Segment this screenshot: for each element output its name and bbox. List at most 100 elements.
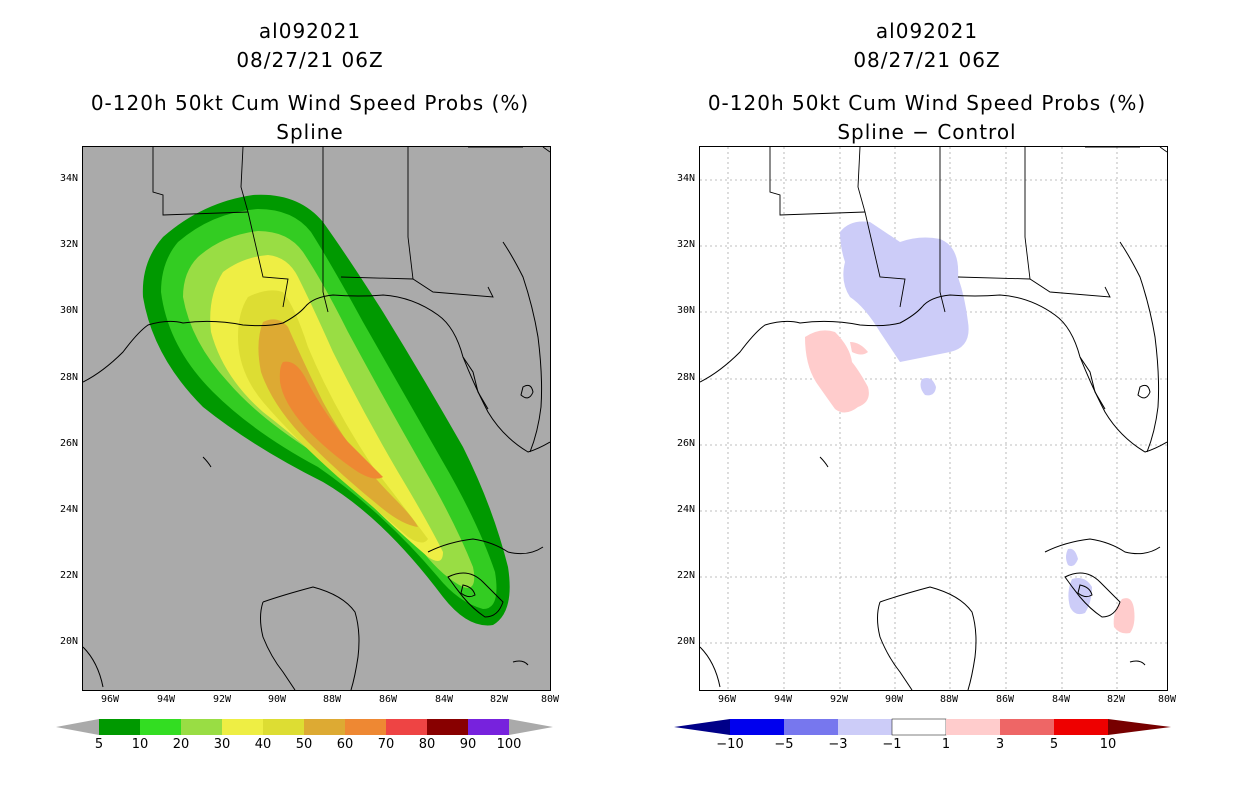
state-borders-right <box>769 147 1167 313</box>
right-cb-low-arrow <box>674 719 730 735</box>
state-borders <box>152 147 550 313</box>
left-cb-label-10: 10 <box>131 737 149 752</box>
right-lat-30: 30N <box>676 305 695 316</box>
left-lon-88: 88W <box>322 694 342 705</box>
right-cb-p3 <box>1000 719 1054 735</box>
right-lat-26: 26N <box>676 438 695 449</box>
right-lon-90: 90W <box>884 694 904 705</box>
right-lon-96: 96W <box>717 694 737 705</box>
left-cb-label-100: 100 <box>496 737 522 752</box>
right-lon-84: 84W <box>1051 694 1071 705</box>
right-storm-id: al092021 <box>875 19 979 43</box>
right-cb-label-n1: −1 <box>882 737 902 752</box>
right-cb-n3 <box>838 719 892 735</box>
right-lat-24: 24N <box>676 504 695 515</box>
coastline-right <box>700 241 1167 690</box>
negative-diff-cuba-1 <box>1066 548 1078 567</box>
right-cb-label-n10: −10 <box>716 737 744 752</box>
negative-diff-region <box>840 221 969 362</box>
left-lon-94: 94W <box>156 694 176 705</box>
left-cb-40 <box>263 719 304 735</box>
left-lon-84: 84W <box>434 694 454 705</box>
left-lon-80: 80W <box>540 694 560 705</box>
positive-diff-east <box>1113 598 1135 634</box>
left-cb-label-90: 90 <box>459 737 477 752</box>
right-lon-94: 94W <box>773 694 793 705</box>
left-cb-label-50: 50 <box>295 737 313 752</box>
right-lat-20: 20N <box>676 636 695 647</box>
right-cb-n1 <box>891 718 947 736</box>
left-cb-label-60: 60 <box>336 737 354 752</box>
left-cb-60 <box>345 719 386 735</box>
right-cb-label-n5: −5 <box>774 737 794 752</box>
left-lon-92: 92W <box>212 694 232 705</box>
left-map-svg <box>83 147 550 690</box>
left-lon-90: 90W <box>267 694 287 705</box>
left-cb-label-40: 40 <box>254 737 272 752</box>
left-cb-label-80: 80 <box>418 737 436 752</box>
left-lat-24: 24N <box>59 504 78 515</box>
left-lat-22: 22N <box>59 570 78 581</box>
negative-diff-small-1 <box>920 378 936 396</box>
left-lat-20: 20N <box>59 636 78 647</box>
left-cb-70 <box>386 719 427 735</box>
left-colorbar-low-arrow <box>56 719 99 735</box>
right-lat-32: 32N <box>676 239 695 250</box>
left-lat-28: 28N <box>59 372 78 383</box>
positive-diff-small <box>850 342 868 355</box>
left-storm-id: al092021 <box>258 19 362 43</box>
right-cb-label-n3: −3 <box>828 737 848 752</box>
left-colorbar-high-arrow <box>509 719 553 735</box>
right-cb-high-arrow <box>1108 719 1171 735</box>
right-datetime: 08/27/21 06Z <box>853 48 1001 72</box>
grid-lines <box>700 147 1167 690</box>
left-lon-82: 82W <box>489 694 509 705</box>
right-cb-label-p3: 3 <box>995 737 1005 752</box>
left-lat-32: 32N <box>59 239 78 250</box>
left-cb-50 <box>304 719 345 735</box>
right-lon-88: 88W <box>939 694 959 705</box>
right-cb-p5 <box>1054 719 1108 735</box>
left-cb-label-70: 70 <box>377 737 395 752</box>
left-lon-86: 86W <box>378 694 398 705</box>
right-lon-92: 92W <box>829 694 849 705</box>
right-cb-label-p5: 5 <box>1049 737 1059 752</box>
right-subtitle: Spline − Control <box>837 120 1017 144</box>
right-lat-34: 34N <box>676 173 695 184</box>
left-product-title: 0-120h 50kt Cum Wind Speed Probs (%) <box>90 91 530 115</box>
left-probability-map <box>82 146 551 691</box>
left-cb-5 <box>99 719 140 735</box>
left-lat-34: 34N <box>59 173 78 184</box>
contour-60 <box>279 361 383 479</box>
right-map-svg <box>700 147 1167 690</box>
right-lon-82: 82W <box>1106 694 1126 705</box>
right-product-title: 0-120h 50kt Cum Wind Speed Probs (%) <box>707 91 1147 115</box>
right-colorbar <box>674 718 1171 736</box>
right-lon-80: 80W <box>1157 694 1177 705</box>
right-cb-n10 <box>730 719 784 735</box>
right-map-background <box>700 147 1167 690</box>
left-cb-label-20: 20 <box>172 737 190 752</box>
right-difference-map <box>699 146 1168 691</box>
left-cb-label-5: 5 <box>94 737 104 752</box>
right-cb-p1 <box>946 719 1000 735</box>
right-cb-n5 <box>784 719 838 735</box>
left-cb-20 <box>181 719 222 735</box>
right-cb-label-p10: 10 <box>1099 737 1117 752</box>
left-lat-26: 26N <box>59 438 78 449</box>
right-lat-22: 22N <box>676 570 695 581</box>
left-cb-label-30: 30 <box>213 737 231 752</box>
left-cb-10 <box>140 719 181 735</box>
left-colorbar <box>56 719 553 735</box>
right-lat-28: 28N <box>676 372 695 383</box>
left-lon-96: 96W <box>100 694 120 705</box>
right-cb-label-p1: 1 <box>941 737 951 752</box>
left-lat-30: 30N <box>59 305 78 316</box>
positive-diff-region <box>805 330 869 413</box>
left-datetime: 08/27/21 06Z <box>236 48 384 72</box>
left-cb-90 <box>468 719 509 735</box>
left-cb-30 <box>222 719 263 735</box>
left-cb-80 <box>427 719 468 735</box>
right-lon-86: 86W <box>995 694 1015 705</box>
left-subtitle: Spline <box>276 120 344 144</box>
